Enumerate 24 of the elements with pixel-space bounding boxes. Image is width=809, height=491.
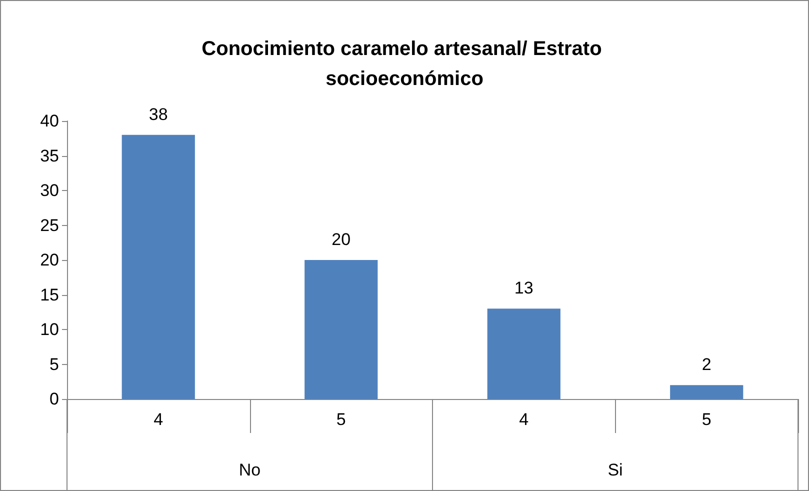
y-tick-label: 20: [40, 250, 59, 270]
chart-title: Conocimiento caramelo artesanal/ Estrato socioeconómico: [202, 38, 608, 90]
x-tick-label: 5: [336, 410, 346, 429]
bar: [487, 308, 560, 399]
text: Si: [608, 460, 623, 480]
bar: [122, 134, 195, 399]
text: No: [238, 460, 261, 480]
x-tick-label: 4: [154, 410, 164, 429]
y-tick-label: 40: [40, 112, 59, 130]
bar: [670, 385, 744, 399]
y-tick-label: 5: [50, 354, 59, 374]
data-label: 38: [148, 104, 168, 124]
y-tick-label: 0: [50, 390, 59, 408]
data-label: 2: [702, 355, 712, 374]
x-tick-label: 5: [702, 410, 712, 429]
data-label: 13: [514, 278, 534, 298]
x-tick-label: 4: [519, 410, 529, 429]
y-tick-label: 10: [40, 320, 59, 339]
y-tick-label: 15: [40, 285, 59, 304]
data-label: 20: [332, 230, 351, 249]
bar: [304, 260, 378, 399]
y-tick-label: 30: [40, 181, 59, 200]
y-tick-label: 35: [40, 146, 59, 166]
y-tick-label: 25: [40, 216, 59, 235]
